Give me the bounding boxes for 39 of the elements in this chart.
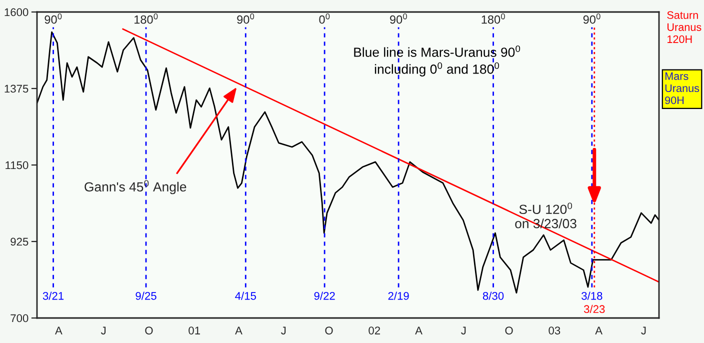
x-tick-label: O: [505, 326, 513, 334]
ref-line-label: 4/15: [235, 292, 256, 300]
x-tick-label: 02: [368, 326, 380, 334]
x-tick-label: J: [281, 326, 286, 334]
annotation: 180$^{0}$: [482, 13, 505, 24]
text: Mars Uranus 90H: [665, 72, 700, 104]
x-tick-label: A: [595, 326, 603, 334]
y-tick-label: 700: [10, 314, 28, 322]
x-tick-label: J: [100, 326, 106, 334]
annotation: 90$^{0}$: [44, 13, 62, 24]
x-tick-label: O: [145, 326, 153, 334]
x-tick-label: J: [641, 326, 646, 334]
annotation: 90$^{0}$: [583, 13, 600, 24]
y-tick-label: 1150: [6, 161, 28, 170]
annotation: 90$^{0}$: [237, 13, 254, 24]
y-tick-label: 1375: [4, 84, 28, 93]
x-tick-label: J: [461, 326, 466, 334]
annotation: Gann's 45$^{0}$ Angle: [84, 180, 186, 194]
y-tick-label: 1600: [4, 8, 28, 16]
ref-line-label: 9/22: [314, 292, 335, 300]
ref-line-label: 3/21: [42, 292, 64, 300]
x-tick-label: 03: [548, 326, 560, 334]
x-tick-label: A: [235, 326, 242, 334]
ref-line-label: 3/18: [582, 292, 602, 300]
annotation: 180$^{0}$: [134, 13, 158, 24]
annotation: 90$^{0}$: [390, 13, 407, 24]
x-tick-label: 01: [188, 326, 200, 334]
annotation: S-U 120$^{0}$ on 3/23/03: [515, 202, 576, 228]
y-tick-label: 925: [10, 238, 28, 246]
x-tick-label: O: [325, 326, 333, 334]
ref-line-label: 3/23: [584, 304, 605, 314]
ref-line-label: 2/19: [388, 292, 409, 300]
ref-line-label: 9/25: [136, 292, 156, 300]
text: Saturn Uranus 120H: [667, 11, 702, 44]
ref-line-label: 8/30: [482, 292, 504, 300]
annotation: 0$^{0}$: [319, 13, 330, 24]
text: Blue line is Mars-Uranus 90$^{0}$ including 0$^{0}$ and 180$^{0}$: [354, 45, 520, 76]
x-tick-label: A: [55, 326, 62, 334]
x-tick-label: A: [415, 326, 422, 334]
